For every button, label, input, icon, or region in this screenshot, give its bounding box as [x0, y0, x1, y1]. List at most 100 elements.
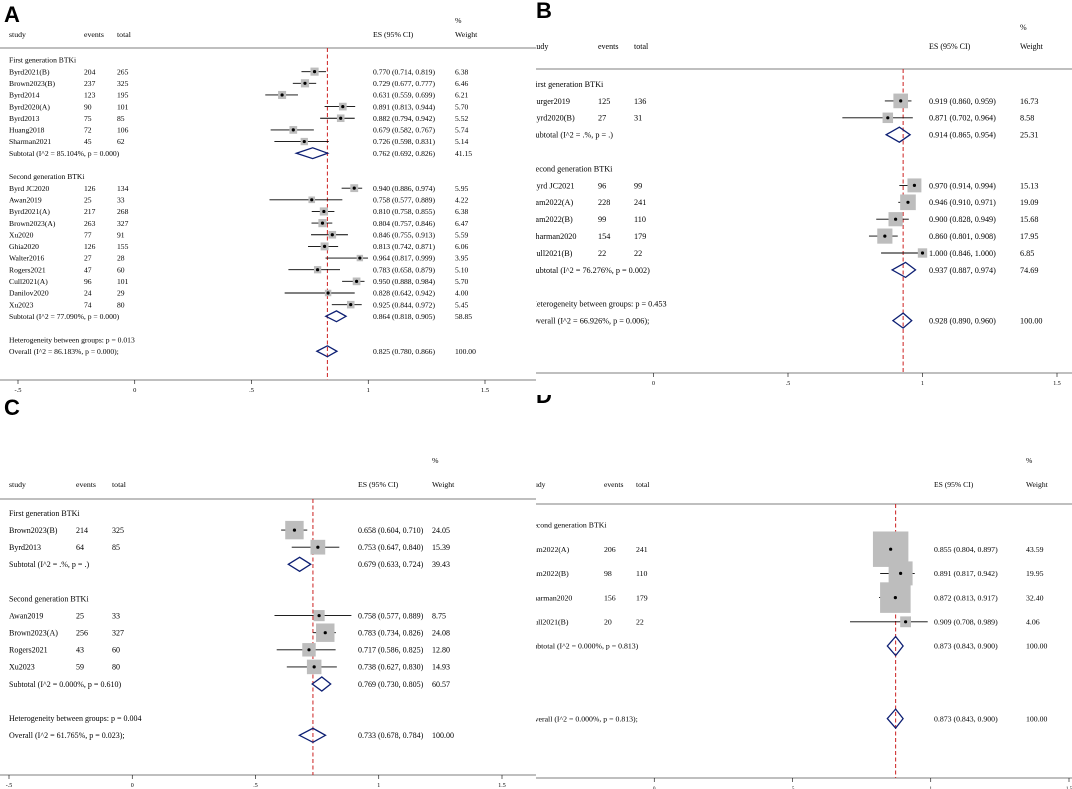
header-pct: % [1026, 456, 1033, 465]
study-events: 217 [84, 207, 96, 216]
header-es: ES (95% CI) [929, 42, 971, 51]
header-total: total [634, 42, 649, 51]
x-tick-label: 1.5 [1053, 381, 1061, 387]
header-es: ES (95% CI) [373, 30, 414, 39]
subtotal-label: Subtotal (I^2 = .%, p = .) [536, 131, 613, 140]
study-label: Sharman2021 [9, 137, 51, 146]
study-label: Byrd2021(A) [9, 207, 50, 216]
weight-percent: 24.05 [432, 526, 450, 535]
study-total: 136 [634, 97, 646, 106]
weight-percent: 6.21 [455, 91, 468, 100]
study-total: 110 [634, 215, 646, 224]
panel-letter: B [536, 0, 552, 23]
effect-size-ci: 0.855 (0.804, 0.897) [934, 545, 998, 554]
study-events: 45 [84, 137, 92, 146]
header-total: total [112, 480, 127, 489]
study-label: Awan2019 [9, 611, 43, 620]
study-total: 91 [117, 230, 125, 239]
weight-percent: 14.93 [432, 663, 450, 672]
effect-size-ci: 0.758 (0.577, 0.889) [358, 611, 424, 620]
study-total: 101 [117, 277, 129, 286]
effect-size-ci: 0.871 (0.702, 0.964) [929, 114, 996, 123]
effect-size-ci: 0.813 (0.742, 0.871) [373, 242, 435, 251]
effect-size-ci: 0.770 (0.714, 0.819) [373, 67, 435, 76]
study-events: 22 [598, 249, 606, 258]
study-total: 265 [117, 67, 129, 76]
point-estimate-dot [303, 81, 307, 85]
point-estimate-dot [312, 70, 317, 74]
effect-size-ci: 0.729 (0.677, 0.777) [373, 79, 435, 88]
point-estimate-dot [358, 256, 362, 260]
forest-plot-d-svg: DstudyeventstotalES (95% CI)%Weight-.50.… [536, 395, 1072, 789]
header-events: events [76, 480, 96, 489]
header-study: study [536, 480, 546, 489]
overall-label: Overall (I^2 = 61.765%, p = 0.023); [9, 731, 125, 740]
point-estimate-dot [912, 183, 917, 187]
subtotal-label: Subtotal (I^2 = 77.090%, p = 0.000) [9, 312, 120, 321]
header-events: events [84, 30, 104, 39]
point-estimate-dot [899, 571, 903, 575]
study-total: 80 [112, 663, 120, 672]
weight-percent: 5.95 [455, 184, 468, 193]
group-heading: First generation BTKi [9, 56, 76, 65]
point-estimate-dot [310, 198, 314, 202]
study-events: 72 [84, 126, 92, 135]
study-total: 99 [634, 181, 642, 190]
weight-percent: 6.47 [455, 219, 468, 228]
study-label: Walter2016 [9, 254, 44, 263]
effect-size-ci: 0.882 (0.794, 0.942) [373, 114, 435, 123]
overall-diamond [297, 727, 327, 744]
forest-plot-panel-b: BstudyeventstotalES (95% CI)%Weight-.50.… [536, 0, 1072, 395]
study-events: 156 [604, 593, 616, 602]
weight-percent: 6.38 [455, 67, 468, 76]
study-total: 179 [634, 232, 646, 241]
point-estimate-dot [893, 596, 897, 600]
effect-size-ci: 0.872 (0.813, 0.917) [934, 593, 998, 602]
subtotal-diamond [324, 310, 348, 323]
header-weight: Weight [432, 480, 455, 489]
point-estimate-dot [883, 234, 887, 238]
heterogeneity-text: Heterogeneity between groups: p = 0.013 [9, 335, 135, 344]
weight-percent: 6.46 [455, 79, 468, 88]
point-estimate-dot [302, 139, 306, 144]
study-events: 237 [84, 79, 96, 88]
study-total: 62 [117, 137, 125, 146]
weight-percent: 4.06 [1026, 618, 1040, 627]
x-tick-label: 0 [133, 387, 136, 394]
study-total: 106 [117, 126, 129, 135]
weight-percent: 100.00 [1026, 642, 1048, 651]
header-weight: Weight [1026, 480, 1049, 489]
weight-percent: 58.85 [455, 312, 472, 321]
weight-percent: 19.09 [1020, 198, 1038, 207]
effect-size-ci: 0.733 (0.678, 0.784) [358, 731, 424, 740]
point-estimate-dot [349, 303, 353, 307]
weight-percent: 8.58 [1020, 114, 1034, 123]
weight-percent: 8.75 [432, 611, 446, 620]
study-label: Burger2019 [536, 97, 570, 106]
study-label: Cull2021(A) [9, 277, 48, 286]
x-tick-label: 0 [131, 783, 134, 789]
study-events: 59 [76, 663, 84, 672]
study-total: 80 [117, 300, 125, 309]
point-estimate-dot [889, 547, 893, 551]
effect-size-ci: 0.753 (0.647, 0.840) [358, 543, 424, 552]
study-label: Tam2022(A) [536, 198, 573, 207]
effect-size-ci: 0.860 (0.801, 0.908) [929, 232, 996, 241]
study-total: 22 [636, 618, 644, 627]
subtotal-diamond [311, 676, 332, 692]
study-label: Byrd2020(B) [536, 114, 575, 123]
weight-percent: 5.52 [455, 114, 468, 123]
study-total: 29 [117, 289, 125, 298]
study-label: Xu2020 [9, 230, 34, 239]
point-estimate-dot [326, 291, 330, 295]
study-label: Byrd JC2021 [536, 181, 574, 190]
study-label: Cull2021(B) [536, 249, 573, 258]
subtotal-diamond [294, 147, 330, 160]
point-estimate-dot [320, 221, 325, 225]
study-events: 96 [84, 277, 92, 286]
effect-size-ci: 0.873 (0.843, 0.900) [934, 714, 998, 723]
panel-letter: D [536, 395, 552, 408]
weight-percent: 17.95 [1020, 232, 1038, 241]
study-total: 31 [634, 114, 642, 123]
